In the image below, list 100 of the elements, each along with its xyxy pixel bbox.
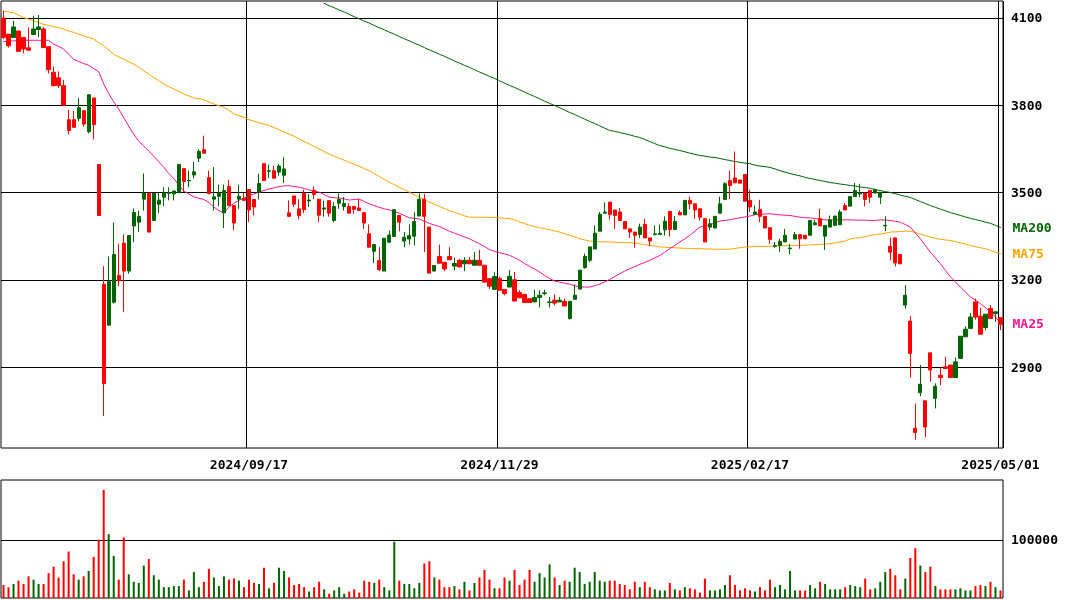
bar [333,590,336,598]
bar [608,580,611,598]
candlestick [417,192,421,217]
bar [849,585,852,598]
bar [834,589,837,598]
candlestick [908,315,912,379]
candlestick [603,201,607,214]
candlestick [332,201,336,223]
bar [904,578,907,598]
candlestick [663,215,667,237]
bar [12,583,15,598]
bar [944,589,947,598]
candlestick [447,246,452,261]
bar [814,588,817,598]
candlestick [507,269,512,288]
bar [764,590,767,598]
bar [443,587,446,598]
bar [368,581,371,598]
bar [82,576,85,598]
bar [994,587,997,598]
bar [503,577,506,598]
bar [17,580,20,598]
bar [222,576,225,598]
candlestick [292,195,296,208]
bar [598,580,601,598]
candlestick [472,251,477,266]
bar [202,581,205,598]
bar [794,590,797,598]
bar [323,589,326,598]
bar [438,579,441,598]
bar [353,589,356,598]
bar [959,588,962,598]
bar [383,587,386,598]
bar [177,586,180,598]
bar [107,534,110,598]
bar [648,587,651,598]
bar [533,581,536,598]
bar [984,586,987,598]
bar [518,585,521,598]
bar [708,590,711,598]
bar [77,579,80,598]
candlestick [843,202,847,211]
candlestick [683,199,687,216]
candlestick [467,256,472,265]
line-series [3,39,1001,324]
bar [293,585,296,598]
bar [348,591,351,598]
y-tick-label: 100000 [1011,532,1059,548]
bar [398,580,401,598]
candlestick [457,258,462,268]
candlestick [82,110,86,128]
bar [839,589,842,598]
series-label: MA75 [1012,246,1044,262]
bar [733,585,736,598]
candlestick [317,198,321,223]
candlestick [998,317,1003,331]
bar [7,587,10,598]
bar [453,586,456,598]
candlestick [367,224,371,248]
candlestick [397,214,401,232]
bar [488,579,491,598]
bar [458,589,461,598]
series-label: MA200 [1012,219,1052,235]
bar [989,581,992,598]
candlestick [272,165,276,179]
candlestick [122,233,126,313]
bar [373,582,376,598]
line-series [323,2,1001,228]
bar [698,592,701,598]
bar [754,591,757,598]
candlestick [11,20,16,38]
bar [703,578,706,598]
candlestick [207,170,211,195]
bar [593,572,596,598]
bar [914,548,917,598]
bar [42,583,45,598]
candlestick [718,196,722,214]
candlestick [598,211,602,232]
bar [403,583,406,598]
bar [929,566,932,598]
candlestick [427,226,431,274]
bar [142,565,145,598]
bar [663,590,666,598]
bar [478,577,481,598]
candlestick [262,163,266,182]
bar [288,577,291,598]
bar [97,539,100,598]
bar [378,579,381,598]
bar [979,585,982,598]
y-tick-label: 4100 [1011,10,1043,26]
bar [463,581,466,598]
bar [723,585,726,598]
candlestick [542,289,547,296]
bar [212,577,215,598]
candlestick [788,243,792,255]
bar [859,587,862,598]
y-tick-label: 3500 [1011,184,1043,200]
bar [568,581,571,598]
bar [713,590,716,598]
bar [513,569,516,598]
